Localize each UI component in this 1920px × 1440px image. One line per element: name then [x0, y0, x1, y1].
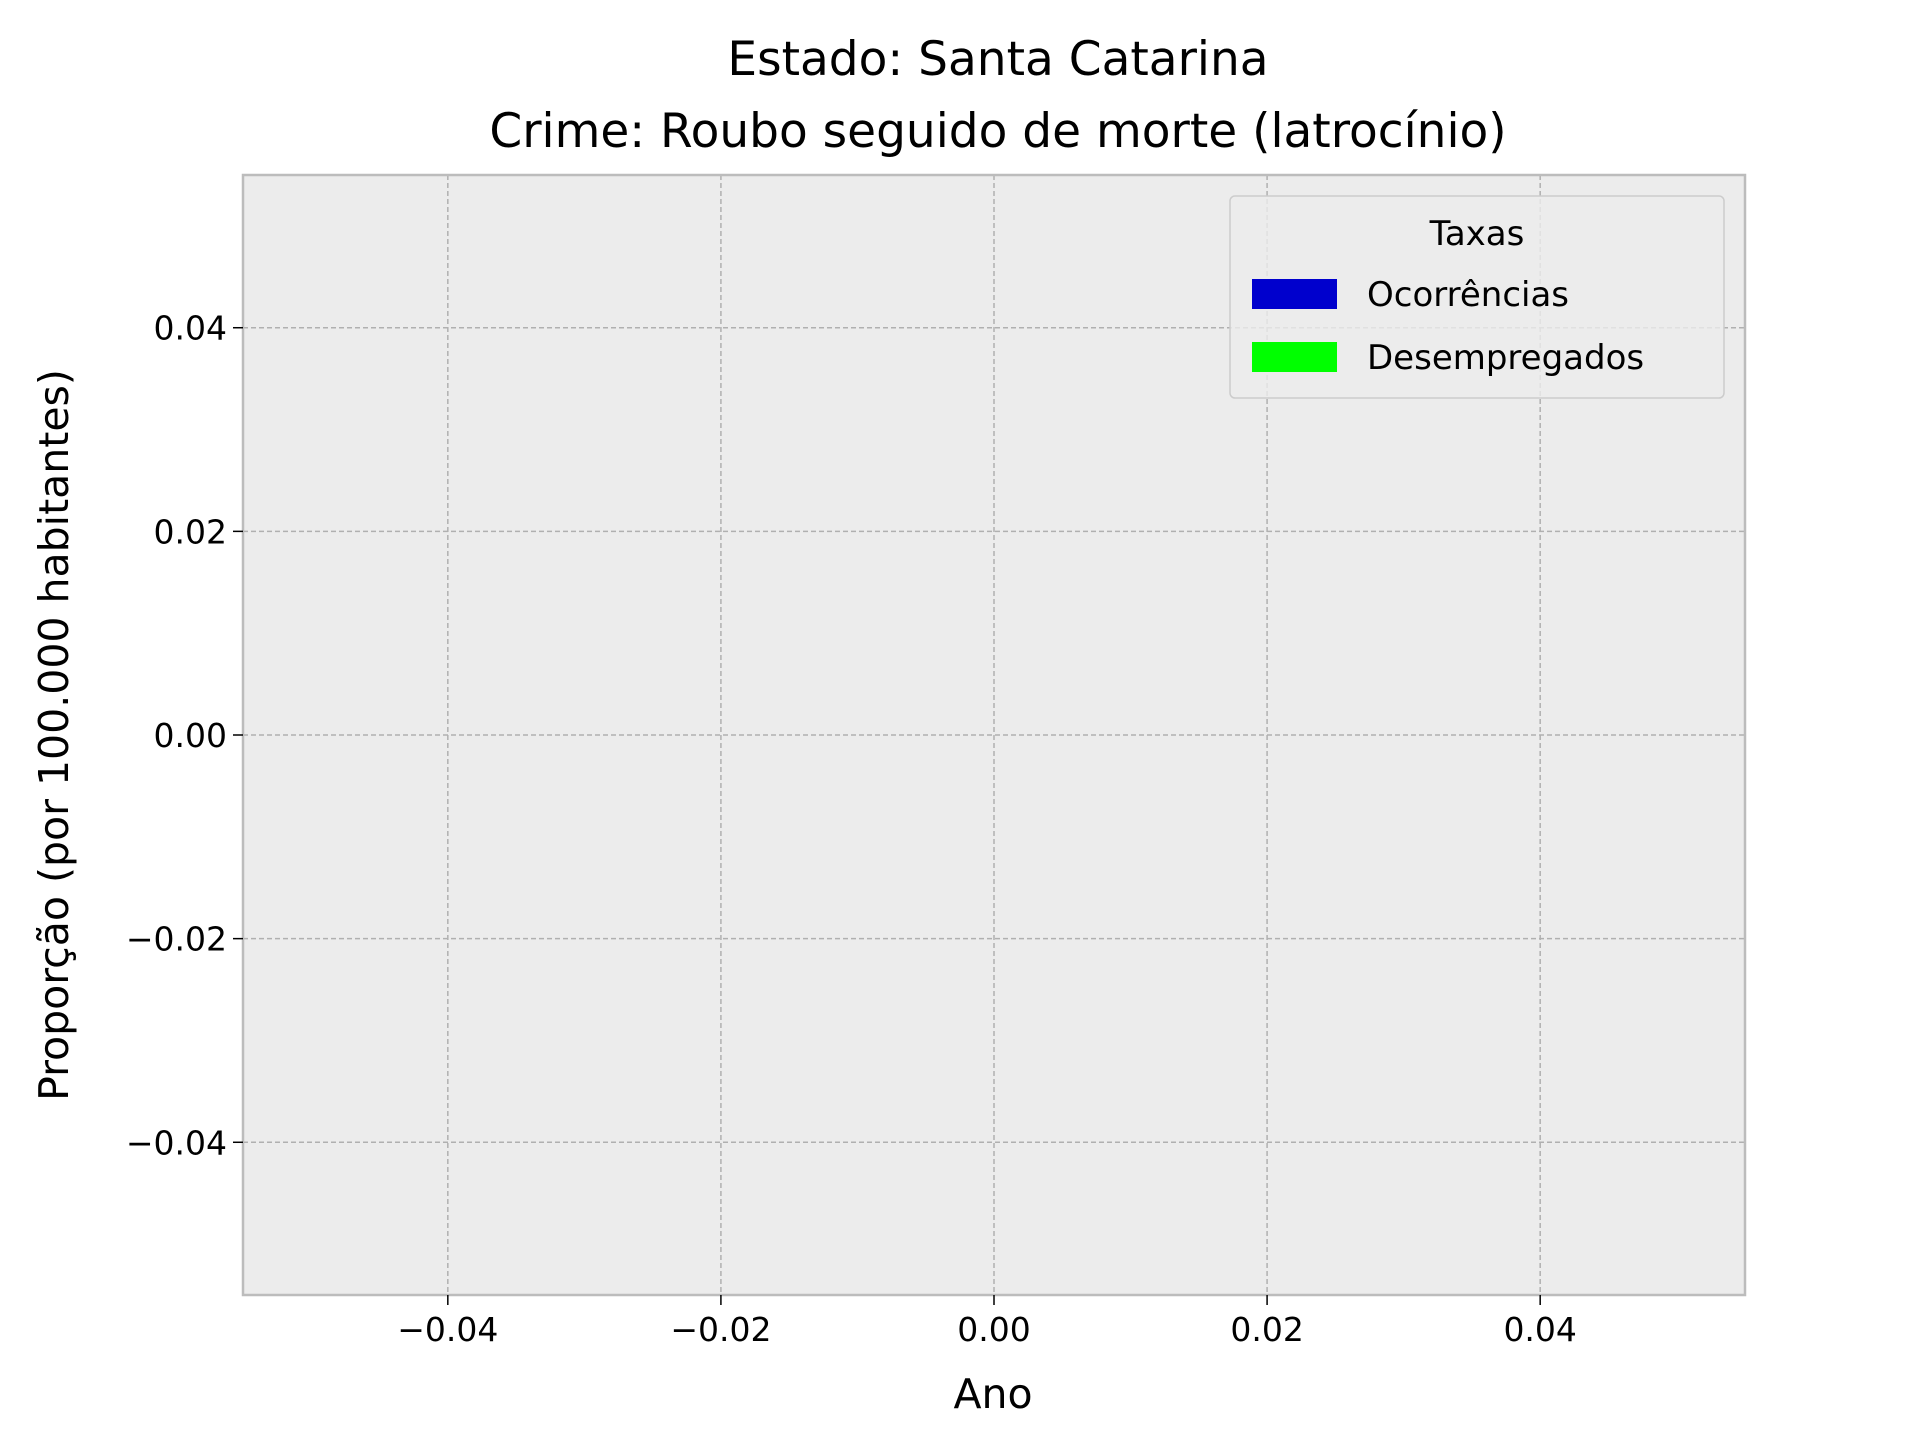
- x-axis-label: Ano: [953, 1370, 1032, 1418]
- chart-title-line-1: Estado: Santa Catarina: [727, 32, 1268, 87]
- x-tick-label: 0.02: [1230, 1310, 1303, 1349]
- legend-label: Desempregados: [1367, 338, 1644, 378]
- legend-swatch: [1252, 279, 1337, 309]
- x-axis-ticks: −0.04 −0.02 0.00 0.02 0.04: [397, 1295, 1577, 1349]
- x-tick-label: −0.02: [670, 1310, 771, 1349]
- x-tick-label: −0.04: [397, 1310, 498, 1349]
- legend-title: Taxas: [1429, 214, 1525, 254]
- x-tick-label: 0.04: [1503, 1310, 1576, 1349]
- legend-swatch: [1252, 342, 1337, 372]
- legend-label: Ocorrências: [1367, 275, 1569, 315]
- legend-entries: Ocorrências Desempregados: [1252, 275, 1644, 378]
- chart-title-line-2: Crime: Roubo seguido de morte (latrocíni…: [489, 104, 1506, 159]
- x-tick-label: 0.00: [957, 1310, 1030, 1349]
- y-tick-label: 0.04: [154, 309, 227, 348]
- legend: Taxas Ocorrências Desempregados: [1229, 195, 1725, 399]
- y-tick-label: −0.04: [126, 1123, 227, 1162]
- y-axis-ticks: −0.04 −0.02 0.00 0.02 0.04: [126, 309, 243, 1162]
- y-tick-label: 0.00: [154, 716, 227, 755]
- y-axis-label: Proporção (por 100.000 habitantes): [30, 369, 78, 1101]
- y-tick-label: 0.02: [154, 512, 227, 551]
- legend-box: [1229, 195, 1725, 399]
- y-tick-label: −0.02: [126, 920, 227, 959]
